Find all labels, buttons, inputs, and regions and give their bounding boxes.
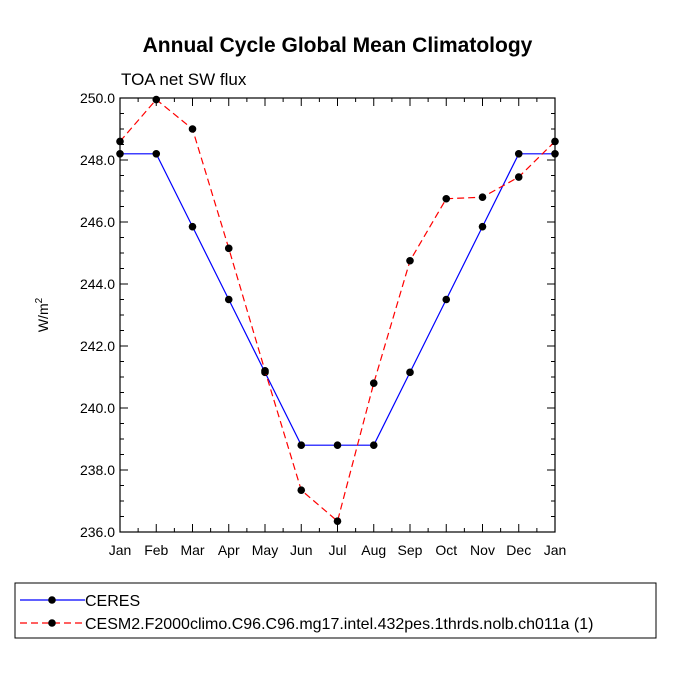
y-tick-label: 248.0	[80, 152, 115, 168]
y-axis-label: W/m2	[34, 297, 51, 332]
x-tick-label: Jan	[109, 542, 132, 558]
x-tick-label: Aug	[361, 542, 386, 558]
data-point-series-0	[551, 150, 559, 158]
data-point-series-0	[297, 441, 306, 450]
data-point-series-0	[478, 222, 487, 231]
data-point-series-0	[116, 150, 124, 158]
data-point-series-1	[116, 137, 124, 146]
y-tick-label: 250.0	[80, 90, 115, 106]
x-tick-label: Sep	[398, 542, 423, 558]
x-tick-label: Jul	[329, 542, 347, 558]
legend-box	[14, 582, 657, 639]
data-point-series-0	[442, 295, 451, 304]
y-tick-label: 238.0	[80, 462, 115, 478]
data-point-series-1	[442, 194, 451, 203]
x-tick-label: Jun	[290, 542, 313, 558]
series-line-1	[119, 98, 556, 523]
data-point-series-0	[406, 368, 414, 377]
x-tick-label: Dec	[506, 542, 531, 558]
data-point-series-1	[551, 137, 559, 146]
data-point-series-0	[188, 222, 197, 231]
data-point-series-1	[478, 193, 487, 201]
x-tick-label: Mar	[180, 542, 204, 558]
x-tick-label: May	[252, 542, 278, 558]
y-axis-label-superscript: 2	[34, 297, 45, 303]
data-point-series-1	[297, 486, 306, 494]
data-point-series-1	[152, 95, 161, 104]
x-tick-label: Feb	[144, 542, 168, 558]
data-point-series-1	[369, 379, 378, 388]
chart-subtitle: TOA net SW flux	[121, 70, 247, 89]
legend-marker-1	[48, 619, 56, 627]
y-tick-label: 246.0	[80, 214, 115, 230]
data-point-series-0	[152, 150, 161, 158]
y-tick-label: 240.0	[80, 400, 115, 416]
plot-area: Jan Feb Mar Apr May Jun Jul Aug Sep Oct Nov Dec Jan 2…	[80, 90, 566, 558]
data-point-series-1	[333, 517, 342, 525]
legend-label-1: CESM2.F2000climo.C96.C96.mg17.intel.432p…	[85, 616, 593, 633]
y-tick-label: 244.0	[80, 276, 115, 292]
data-point-series-0	[224, 295, 233, 304]
data-point-series-1	[406, 256, 414, 265]
y-tick-label: 242.0	[80, 338, 115, 354]
series-line-0	[120, 153, 555, 446]
legend-marker-0	[48, 596, 56, 604]
data-point-series-1	[224, 244, 233, 253]
data-point-series-1	[514, 173, 523, 181]
x-tick-label: Oct	[435, 542, 457, 558]
y-tick-label: 236.0	[80, 524, 115, 540]
data-point-series-0	[369, 441, 378, 450]
data-point-series-0	[333, 441, 342, 450]
plot-frame	[119, 97, 556, 533]
data-point-series-0	[514, 150, 523, 158]
x-tick-label: Jan	[544, 542, 567, 558]
x-tick-label: Apr	[218, 542, 240, 558]
legend: CERES CESM2.F2000climo.C96.C96.mg17.intel…	[14, 582, 657, 639]
legend-label-0: CERES	[85, 593, 140, 610]
data-point-series-1	[188, 125, 197, 133]
data-point-series-1	[261, 367, 269, 375]
x-tick-label: Nov	[470, 542, 495, 558]
chart-title: Annual Cycle Global Mean Climatology	[143, 34, 533, 57]
